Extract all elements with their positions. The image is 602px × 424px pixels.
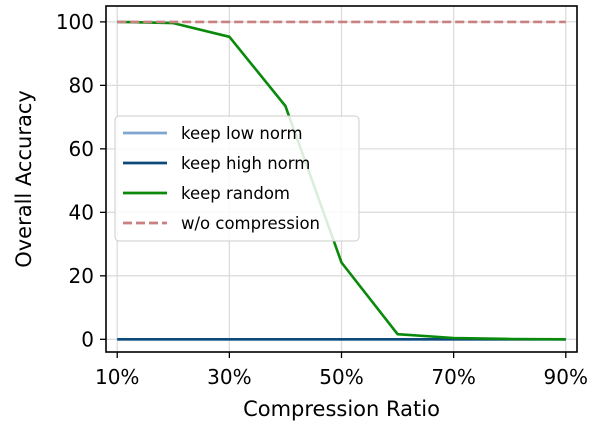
legend-box (114, 115, 360, 242)
legend-label: keep high norm (181, 154, 310, 173)
y-tick-label: 20 (69, 264, 94, 288)
y-tick-label: 80 (69, 73, 94, 97)
x-tick-label: 50% (319, 365, 363, 389)
y-tick-label: 60 (69, 137, 94, 161)
x-tick-label: 30% (207, 365, 251, 389)
x-tick-label: 90% (544, 365, 588, 389)
legend-label: w/o compression (181, 214, 320, 233)
ticks: 10% 30% 50% 70% 90% 0 20 40 60 80 100 (56, 10, 588, 389)
y-tick-label: 40 (69, 200, 94, 224)
series-layer (117, 20, 566, 341)
y-tick-label: 100 (56, 10, 94, 34)
legend-label: keep low norm (181, 124, 303, 143)
x-axis-label: Compression Ratio (243, 397, 440, 421)
x-tick-label: 70% (431, 365, 475, 389)
series-line-keep-random (117, 20, 566, 341)
legend-label: keep random (181, 184, 290, 203)
legend: keep low norm keep high norm keep random w/… (114, 115, 360, 242)
y-tick-label: 0 (81, 327, 94, 351)
y-axis-label: Overall Accuracy (12, 90, 36, 268)
x-tick-label: 10% (95, 365, 139, 389)
